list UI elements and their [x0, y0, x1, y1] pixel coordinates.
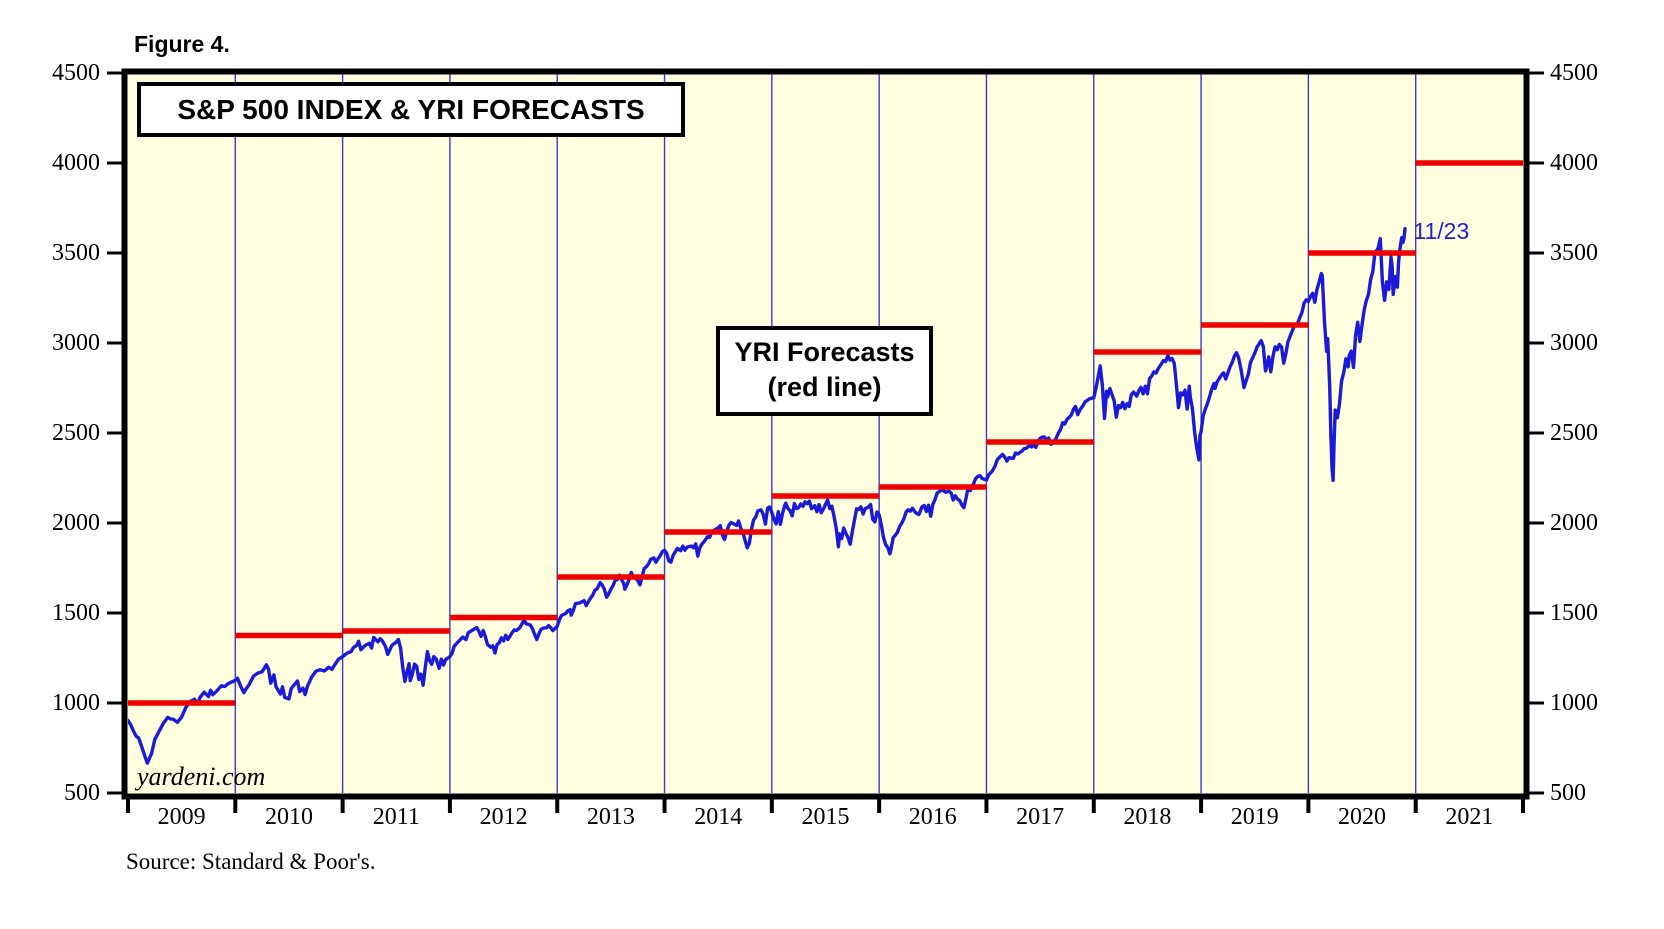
y-axis-label-right-1000: 1000 [1550, 690, 1598, 716]
y-axis-label-right-3500: 3500 [1550, 240, 1598, 266]
y-axis-label-right-500: 500 [1550, 780, 1586, 806]
chart-title-box: S&P 500 INDEX & YRI FORECASTS [137, 82, 685, 137]
x-axis-label-2009: 2009 [157, 804, 206, 830]
y-axis-label-left-3500: 3500 [52, 240, 100, 266]
plot-background [125, 72, 1526, 796]
plot-border [121, 68, 1530, 800]
y-axis-label-left-1000: 1000 [52, 690, 100, 716]
x-axis-label-2011: 2011 [372, 804, 420, 830]
y-axis-label-left-2500: 2500 [52, 420, 100, 446]
figure-label: Figure 4. [134, 31, 230, 57]
source-note: Source: Standard & Poor's. [126, 849, 376, 874]
forecast-annotation-line1: YRI Forecasts [734, 337, 915, 367]
x-axis-label-2020: 2020 [1338, 804, 1387, 830]
y-axis-label-right-2500: 2500 [1550, 420, 1598, 446]
y-axis-label-right-3000: 3000 [1550, 330, 1598, 356]
x-axis-label-2014: 2014 [694, 804, 743, 830]
x-axis-label-2012: 2012 [479, 804, 528, 830]
y-axis-label-left-4500: 4500 [52, 60, 100, 86]
y-axis-label-right-4500: 4500 [1550, 60, 1598, 86]
y-axis-label-left-3000: 3000 [52, 330, 100, 356]
x-axis-label-2018: 2018 [1123, 804, 1172, 830]
forecast-annotation-line2: (red line) [767, 372, 882, 402]
y-axis-label-right-2000: 2000 [1550, 510, 1598, 536]
x-axis-label-2021: 2021 [1445, 804, 1494, 830]
x-axis-label-2010: 2010 [264, 804, 313, 830]
x-axis-label-2019: 2019 [1230, 804, 1279, 830]
y-axis-label-left-2000: 2000 [52, 510, 100, 536]
y-axis-label-left-500: 500 [64, 780, 100, 806]
forecast-annotation-box: YRI Forecasts (red line) [716, 326, 933, 416]
x-axis-label-2017: 2017 [1016, 804, 1065, 830]
x-axis-label-2013: 2013 [586, 804, 635, 830]
y-axis-label-right-4000: 4000 [1550, 150, 1598, 176]
x-axis-label-2016: 2016 [908, 804, 957, 830]
y-axis-label-right-1500: 1500 [1550, 600, 1598, 626]
latest-data-label: 11/23 [1413, 217, 1470, 244]
y-axis-label-left-1500: 1500 [52, 600, 100, 626]
watermark: yardeni.com [137, 762, 266, 791]
sp500-line [128, 227, 1407, 765]
y-axis-label-left-4000: 4000 [52, 150, 100, 176]
chart-title: S&P 500 INDEX & YRI FORECASTS [177, 94, 645, 125]
x-axis-label-2015: 2015 [801, 804, 850, 830]
